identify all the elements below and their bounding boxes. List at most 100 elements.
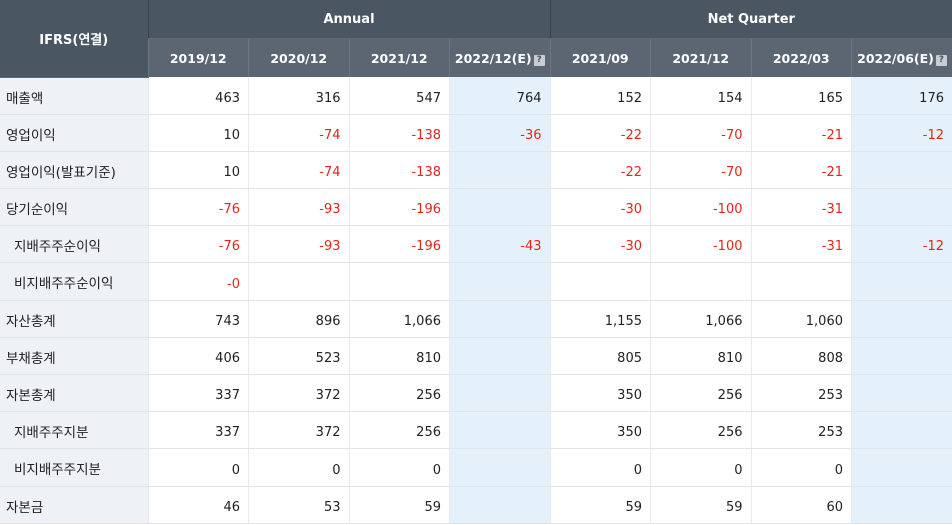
value-cell: 60 bbox=[750, 486, 852, 524]
table-row: 자본금 46 53 59 59 59 60 bbox=[0, 486, 952, 524]
period-label: 2020/12 bbox=[270, 50, 328, 66]
value-cell: 10 bbox=[147, 151, 249, 190]
value-cell: 0 bbox=[549, 448, 651, 487]
value-cell: 743 bbox=[147, 300, 249, 338]
table-row: 지배주주순이익 -76 -93 -196 -43 -30 -100 -31 -12 bbox=[0, 225, 952, 264]
value-cell: 1,060 bbox=[750, 300, 852, 338]
value-cell bbox=[449, 448, 550, 487]
value-cell: -22 bbox=[549, 151, 651, 190]
value-cell: -76 bbox=[147, 225, 249, 264]
value-cell: 253 bbox=[750, 411, 852, 450]
value-cell: 176 bbox=[851, 77, 952, 115]
row-label[interactable]: 부채총계 bbox=[0, 337, 148, 376]
row-label[interactable]: 당기순이익 bbox=[0, 188, 148, 227]
period-label: 2021/12 bbox=[370, 50, 428, 66]
value-cell bbox=[851, 337, 952, 376]
value-cell: -196 bbox=[348, 188, 450, 227]
value-cell: 316 bbox=[248, 77, 349, 115]
row-label[interactable]: 영업이익 bbox=[0, 114, 148, 152]
row-label[interactable]: 비지배주주지분 bbox=[0, 448, 148, 487]
value-cell: -138 bbox=[348, 151, 450, 190]
value-cell: 1,066 bbox=[348, 300, 450, 338]
value-cell: 59 bbox=[348, 486, 450, 524]
row-label[interactable]: 자산총계 bbox=[0, 300, 148, 338]
value-cell bbox=[449, 151, 550, 190]
value-cell: 810 bbox=[348, 337, 450, 376]
period-label: 2019/12 bbox=[169, 50, 227, 66]
net-quarter-header: Net Quarter bbox=[549, 0, 952, 39]
value-cell: -196 bbox=[348, 225, 450, 264]
value-cell: -30 bbox=[549, 225, 651, 264]
row-label[interactable]: 자본총계 bbox=[0, 374, 148, 413]
value-cell: -70 bbox=[650, 114, 751, 152]
row-label[interactable]: 자본금 bbox=[0, 486, 148, 524]
table-row: 자본총계 337 372 256 350 256 253 bbox=[0, 374, 952, 413]
value-cell: 0 bbox=[650, 448, 751, 487]
value-cell bbox=[851, 374, 952, 413]
ifrs-label: IFRS(연결) bbox=[39, 32, 109, 48]
value-cell: 1,155 bbox=[549, 300, 651, 338]
value-cell bbox=[449, 300, 550, 338]
value-cell: -21 bbox=[750, 151, 852, 190]
header-group-row: IFRS(연결) Annual Net Quarter bbox=[0, 0, 952, 78]
annual-header: Annual bbox=[147, 0, 550, 39]
value-cell bbox=[851, 486, 952, 524]
period-label: 2022/12(E) bbox=[454, 50, 532, 66]
value-cell: -74 bbox=[248, 151, 349, 190]
value-cell: 53 bbox=[248, 486, 349, 524]
period-label: 2021/12 bbox=[672, 50, 730, 66]
value-cell: 256 bbox=[348, 374, 450, 413]
period-label: 2022/03 bbox=[772, 50, 830, 66]
period-label: 2021/09 bbox=[571, 50, 629, 66]
ifrs-header-cell: IFRS(연결) bbox=[0, 0, 148, 78]
period-2020-12: 2020/12 bbox=[248, 38, 349, 77]
value-cell: -74 bbox=[248, 114, 349, 152]
value-cell bbox=[348, 262, 450, 301]
table-row: 비지배주주지분 0 0 0 0 0 0 bbox=[0, 448, 952, 487]
row-label[interactable]: 영업이익(발표기준) bbox=[0, 151, 148, 190]
value-cell bbox=[851, 151, 952, 190]
help-icon[interactable]: ? bbox=[533, 54, 545, 66]
row-label[interactable]: 비지배주주순이익 bbox=[0, 262, 148, 301]
value-cell: 1,066 bbox=[650, 300, 751, 338]
value-cell: -12 bbox=[851, 225, 952, 264]
value-cell bbox=[851, 188, 952, 227]
table-row: 매출액 463 316 547 764 152 154 165 176 bbox=[0, 77, 952, 115]
value-cell: 256 bbox=[348, 411, 450, 450]
value-cell: 896 bbox=[248, 300, 349, 338]
value-cell: -31 bbox=[750, 225, 852, 264]
table-row: 지배주주지분 337 372 256 350 256 253 bbox=[0, 411, 952, 450]
value-cell: 256 bbox=[650, 411, 751, 450]
value-cell: 154 bbox=[650, 77, 751, 115]
value-cell: -30 bbox=[549, 188, 651, 227]
value-cell: 406 bbox=[147, 337, 249, 376]
value-cell: 523 bbox=[248, 337, 349, 376]
value-cell: 46 bbox=[147, 486, 249, 524]
value-cell bbox=[750, 262, 852, 301]
value-cell: 350 bbox=[549, 411, 651, 450]
period-2022-06-estimate: 2022/06(E)? bbox=[851, 38, 952, 77]
period-2022-12-estimate: 2022/12(E)? bbox=[449, 38, 550, 77]
value-cell bbox=[449, 374, 550, 413]
period-2019-12: 2019/12 bbox=[147, 38, 249, 77]
value-cell bbox=[449, 486, 550, 524]
value-cell bbox=[449, 262, 550, 301]
value-cell: 547 bbox=[348, 77, 450, 115]
row-label[interactable]: 매출액 bbox=[0, 77, 148, 115]
row-label[interactable]: 지배주주순이익 bbox=[0, 225, 148, 264]
value-cell: -21 bbox=[750, 114, 852, 152]
value-cell: -31 bbox=[750, 188, 852, 227]
value-cell bbox=[851, 411, 952, 450]
value-cell: 350 bbox=[549, 374, 651, 413]
table-row: 부채총계 406 523 810 805 810 808 bbox=[0, 337, 952, 376]
value-cell: 0 bbox=[147, 448, 249, 487]
value-cell: 372 bbox=[248, 411, 349, 450]
row-label[interactable]: 지배주주지분 bbox=[0, 411, 148, 450]
value-cell bbox=[851, 262, 952, 301]
value-cell: -70 bbox=[650, 151, 751, 190]
help-icon[interactable]: ? bbox=[935, 54, 947, 66]
value-cell: 810 bbox=[650, 337, 751, 376]
value-cell: 59 bbox=[549, 486, 651, 524]
value-cell: -36 bbox=[449, 114, 550, 152]
